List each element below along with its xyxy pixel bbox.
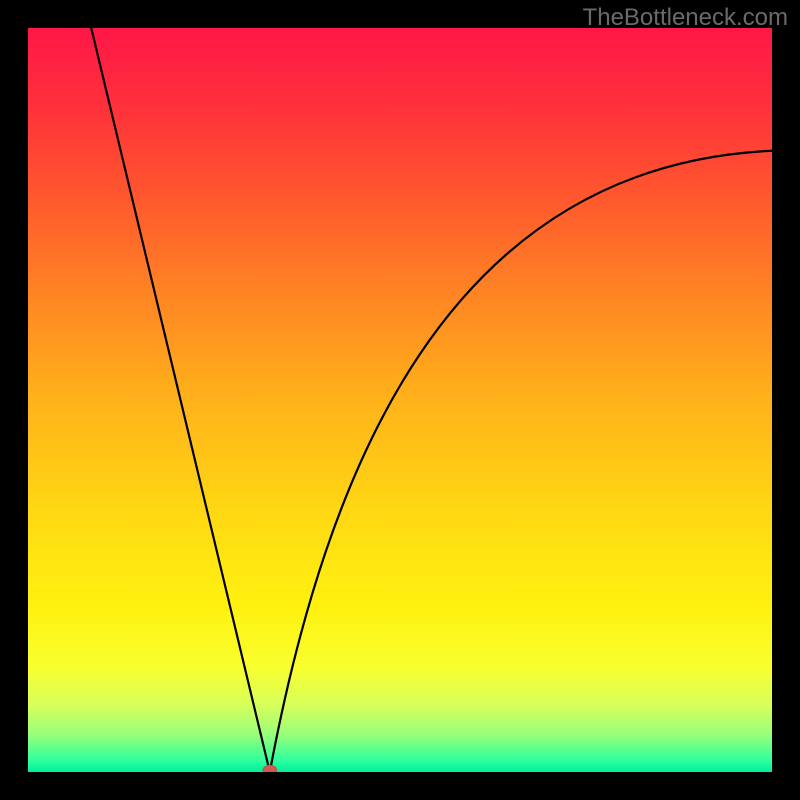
watermark-text: TheBottleneck.com xyxy=(583,4,788,32)
bottleneck-chart xyxy=(0,0,800,800)
chart-container: TheBottleneck.com xyxy=(0,0,800,800)
optimal-point-marker xyxy=(263,765,277,776)
plot-background xyxy=(28,28,772,772)
